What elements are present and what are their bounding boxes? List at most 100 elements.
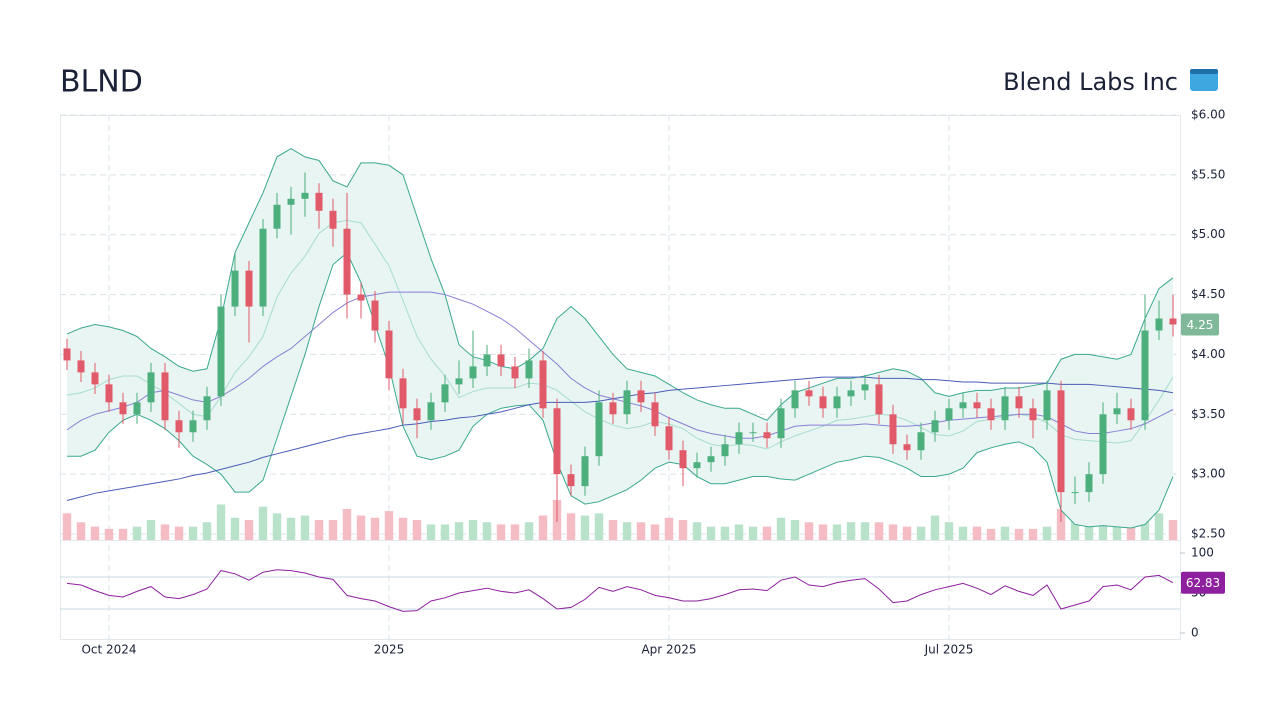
volume-bar [790, 520, 800, 540]
volume-bar [398, 517, 408, 540]
icon-bar [1190, 69, 1218, 74]
volume-bar [1056, 508, 1066, 540]
candle-body [245, 270, 253, 307]
rsi-badge [1181, 571, 1225, 594]
volume-bar [538, 515, 548, 540]
volume-bar [580, 515, 590, 540]
candle-body [749, 432, 757, 434]
candle-body [931, 420, 939, 433]
candle-body [623, 390, 631, 415]
bollinger-upper [66, 147, 1174, 421]
candle-body [581, 456, 589, 487]
candle-body [1071, 492, 1079, 494]
candle-body [147, 372, 155, 403]
candle-body [203, 396, 211, 421]
candle-body [301, 192, 309, 199]
candle-body [1155, 318, 1163, 331]
candle-body [595, 402, 603, 457]
volume-bar [762, 526, 772, 540]
rsi-tick-label: 0 [1191, 626, 1199, 640]
icon-body [1190, 69, 1218, 91]
candle-body [609, 402, 617, 415]
volume-bar [888, 524, 898, 540]
candle-body [651, 402, 659, 427]
candle-body [231, 270, 239, 307]
volume-bar [510, 524, 520, 540]
volume-bar [986, 528, 996, 540]
volume-bar [454, 522, 464, 540]
candle-body [413, 408, 421, 421]
bollinger-lower [67, 251, 1174, 529]
volume-bar [846, 522, 856, 540]
volume-bar [188, 526, 198, 540]
candle-body [273, 204, 281, 229]
candle-body [385, 330, 393, 379]
candle-body [133, 402, 141, 415]
candle-body [105, 384, 113, 403]
volume-bar [104, 528, 114, 540]
volume-bar [748, 526, 758, 540]
volume-bar [958, 526, 968, 540]
candle-body [777, 408, 785, 439]
volume-bar [230, 517, 240, 540]
volume-bar [314, 520, 324, 540]
volume-bar [160, 524, 170, 540]
volume-bar [594, 513, 604, 540]
volume-bar [146, 520, 156, 540]
volume-bar [818, 524, 828, 540]
candle-body [343, 228, 351, 295]
candle-body [1015, 396, 1023, 409]
candle-body [553, 408, 561, 475]
candle-body [1085, 474, 1093, 493]
volume-bar [1070, 517, 1080, 540]
volume-bar [328, 520, 338, 540]
candle-body [693, 462, 701, 469]
volume-bar [272, 513, 282, 540]
volume-bar [692, 522, 702, 540]
volume-bar [356, 515, 366, 540]
volume-bar [300, 515, 310, 540]
candle-body [567, 474, 575, 487]
volume-bar [664, 517, 674, 540]
volume-bar [678, 520, 688, 540]
y-tick-label: $4.50 [1191, 287, 1225, 301]
volume-bar [426, 524, 436, 540]
volume-bar [482, 522, 492, 540]
candle-body [189, 420, 197, 433]
candle-body [63, 348, 71, 361]
volume-bar [944, 522, 954, 540]
candle-body [511, 366, 519, 379]
candle-body [483, 354, 491, 367]
candle-body [371, 300, 379, 331]
volume-bar [972, 526, 982, 540]
volume-bar [902, 526, 912, 540]
candle-body [791, 390, 799, 409]
moving-average [66, 376, 1174, 501]
volume-bar [132, 526, 142, 540]
volume-bar [1168, 520, 1178, 540]
x-tick-label: Jul 2025 [924, 643, 974, 657]
rsi-line [66, 569, 1174, 612]
volume-bar [90, 526, 100, 540]
candle-body [1141, 330, 1149, 421]
volume-bar [860, 522, 870, 540]
candle-body [637, 390, 645, 403]
candle-body [315, 192, 323, 211]
volume-bar [916, 526, 926, 540]
volume-bar [720, 526, 730, 540]
candle-body [805, 390, 813, 397]
volume-bar [202, 522, 212, 540]
ticker-title: BLND [60, 65, 143, 100]
volume-bar [412, 520, 422, 540]
candle-body [1001, 396, 1009, 421]
candle-body [763, 432, 771, 439]
x-tick-label: 2025 [374, 643, 405, 657]
volume-bar [286, 517, 296, 540]
volume-bar [1112, 517, 1122, 540]
candle-body [1169, 318, 1177, 325]
candle-body [1029, 408, 1037, 421]
volume-bar [440, 524, 450, 540]
volume-bar [468, 520, 478, 540]
